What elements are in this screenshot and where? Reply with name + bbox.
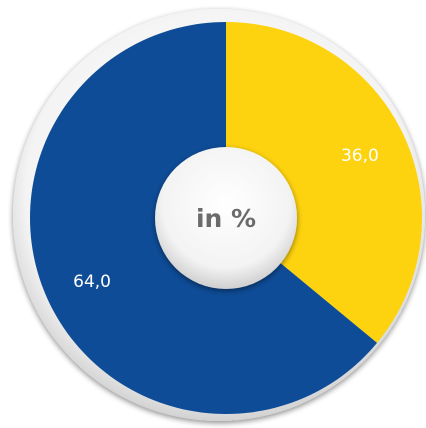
center-label: in % bbox=[196, 204, 256, 233]
pie-slice-1 bbox=[226, 22, 422, 343]
center-hole bbox=[155, 147, 297, 289]
slice-label-2: 64,0 bbox=[73, 272, 111, 292]
slice-labels-group: 36,0 64,0 bbox=[73, 146, 379, 292]
slice-label-1: 36,0 bbox=[341, 146, 379, 166]
